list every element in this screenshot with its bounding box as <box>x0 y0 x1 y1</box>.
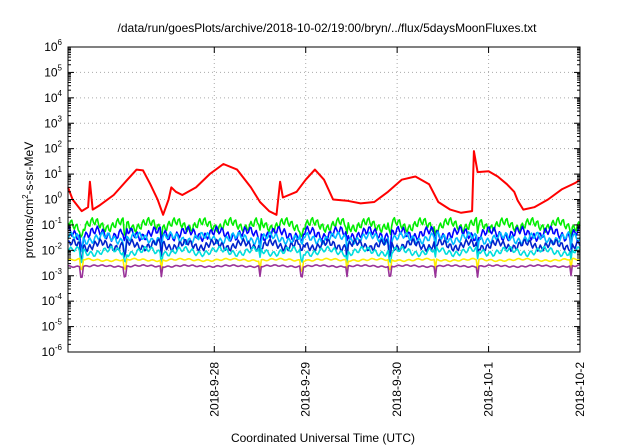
y-tick-label: 101 <box>44 165 62 181</box>
x-tick-label: 2018-9-28 <box>207 362 221 417</box>
y-tick-label: 100 <box>44 191 62 207</box>
series-line <box>67 264 581 279</box>
x-axis-label: Coordinated Universal Time (UTC) <box>231 431 415 445</box>
series-line <box>67 150 581 216</box>
series-line <box>67 245 581 267</box>
y-tick-label: 10-3 <box>42 267 63 283</box>
x-tick-label: 2018-9-29 <box>299 362 313 417</box>
y-tick-label: 10-5 <box>42 318 63 334</box>
y-tick-label: 106 <box>44 38 62 54</box>
y-axis-label: protons/cm2-s-sr-MeV <box>21 142 36 258</box>
y-tick-label: 10-4 <box>42 292 63 308</box>
y-tick-label: 103 <box>44 114 62 130</box>
y-axis-label-part2: -s-sr-MeV <box>22 142 36 195</box>
series-line <box>67 225 581 251</box>
series-group <box>67 150 581 279</box>
series-line <box>67 238 581 261</box>
y-tick-label: 10-1 <box>42 216 63 232</box>
x-tick-label: 2018-9-30 <box>390 362 404 417</box>
y-axis-label-part1: protons/cm <box>22 199 36 258</box>
y-tick-label: 104 <box>44 89 62 105</box>
y-axis-label-sup: 2 <box>21 194 30 199</box>
x-tick-label: 2018-10-1 <box>482 362 496 417</box>
y-tick-label: 10-2 <box>42 241 63 257</box>
series-line <box>67 257 581 273</box>
y-axis: 10-6 10-5 10-4 10-3 10-2 10-1 100 101 102 103 104 1… <box>42 38 580 359</box>
y-tick-label: 102 <box>44 140 62 156</box>
x-tick-label: 2018-10-2 <box>573 362 587 417</box>
chart-title: /data/run/goesPlots/archive/2018-10-02/1… <box>118 21 538 35</box>
y-tick-label: 105 <box>44 63 62 79</box>
grid <box>68 47 581 352</box>
y-tick-label: 10-6 <box>42 343 63 359</box>
x-axis: 2018-9-28 2018-9-29 2018-9-30 2018-10-1 2018… <box>207 47 587 417</box>
